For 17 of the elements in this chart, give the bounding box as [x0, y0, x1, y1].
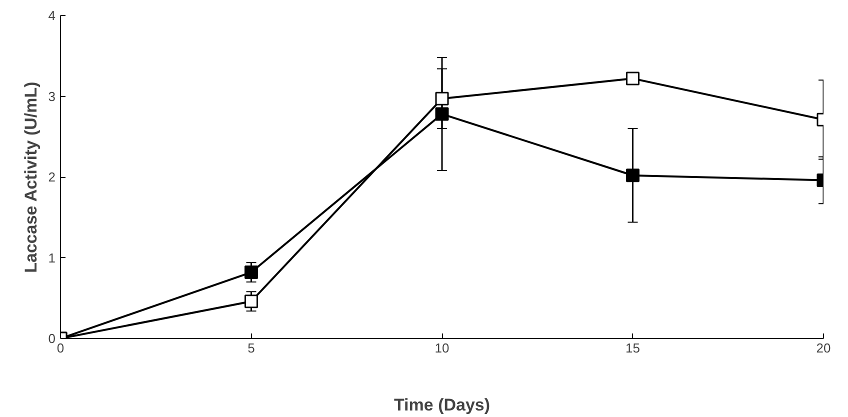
point: [626, 168, 640, 182]
x-tick-label: 20: [816, 340, 831, 356]
y-axis-title: Laccase Activity (U/mL): [21, 82, 40, 273]
y-tick-label: 4: [48, 8, 56, 23]
point: [244, 266, 258, 280]
point: [435, 92, 449, 106]
x-axis-title: Time (Days): [394, 396, 490, 414]
x-tick-label: 5: [248, 340, 255, 356]
point: [435, 107, 449, 121]
y-tick-label: 3: [48, 88, 56, 104]
point: [626, 72, 640, 86]
y-tick-label: 0: [48, 331, 56, 346]
y-tick-label: 2: [48, 170, 56, 184]
x-tick-label: 10: [434, 340, 450, 356]
y-tick-label: 1: [48, 250, 56, 266]
point: [244, 294, 258, 308]
x-tick-label: 15: [626, 340, 640, 356]
